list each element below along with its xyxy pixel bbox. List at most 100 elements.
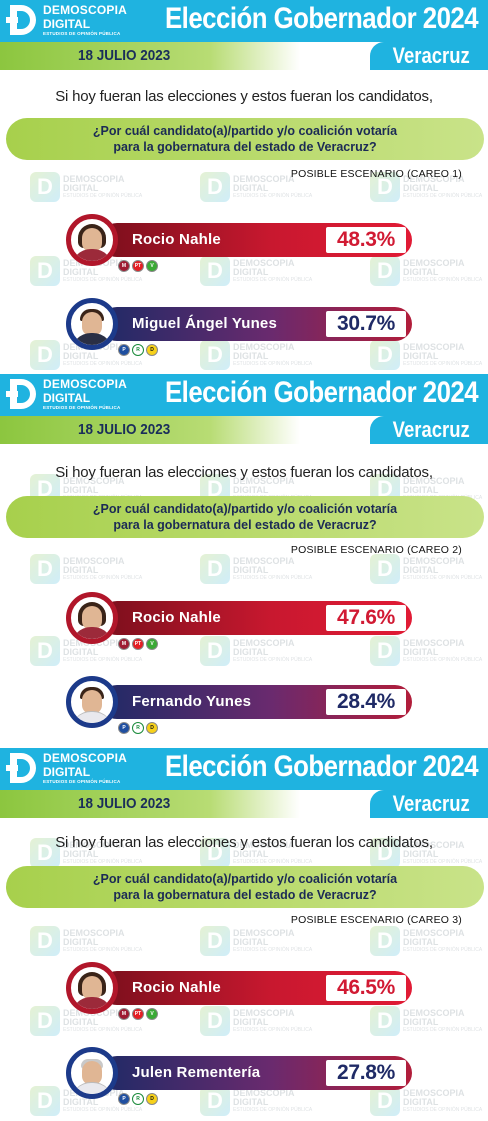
intro-text: Si hoy fueran las elecciones y estos fue… <box>55 88 433 105</box>
scenario-label: POSIBLE ESCENARIO (CAREO 1) <box>290 168 462 180</box>
brand-logo: DEMOSCOPIA DIGITAL ESTUDIOS DE OPINIÓN P… <box>6 3 127 36</box>
page-title: Elección Gobernador 2024 <box>164 2 479 35</box>
brand-tagline: ESTUDIOS DE OPINIÓN PÚBLICA <box>43 405 121 410</box>
brand-name-2: DIGITAL <box>43 765 91 779</box>
candidate-percent: 47.6% <box>336 606 396 629</box>
candidate-photo <box>66 962 118 1014</box>
question-line-2: para la gobernatura del estado de Veracr… <box>113 518 377 532</box>
brand-d-icon <box>6 752 40 784</box>
party-logos: P R D <box>118 722 158 734</box>
candidate-name: Miguel Ángel Yunes <box>132 315 278 332</box>
candidate-row: Rocio Nahle 46.5% M PT V <box>66 962 412 1020</box>
question-line-1: ¿Por cuál candidato(a)/partido y/o coali… <box>92 871 398 886</box>
page-title: Elección Gobernador 2024 <box>164 376 479 409</box>
candidate-photo <box>66 214 118 266</box>
brand-d-icon <box>6 4 40 36</box>
pri-icon: R <box>132 1093 144 1105</box>
pan-icon: P <box>118 344 130 356</box>
morena-icon: M <box>118 260 130 272</box>
prd-icon: D <box>146 344 158 356</box>
pvem-icon: V <box>146 1008 158 1020</box>
candidate-photo <box>66 676 118 728</box>
morena-icon: M <box>118 1008 130 1020</box>
candidate-name: Rocio Nahle <box>132 609 221 626</box>
page-title: Elección Gobernador 2024 <box>164 750 479 783</box>
candidate-photo <box>66 1047 118 1099</box>
candidate-bar: Rocio Nahle 47.6% <box>100 601 412 635</box>
party-logos: M PT V <box>118 1008 158 1020</box>
candidate-percent: 30.7% <box>336 312 396 335</box>
brand-logo: DEMOSCOPIA DIGITAL ESTUDIOS DE OPINIÓN P… <box>6 751 127 784</box>
brand-name-1: DEMOSCOPIA <box>43 751 128 765</box>
question-line-1: ¿Por cuál candidato(a)/partido y/o coali… <box>92 501 398 516</box>
scenario-label: POSIBLE ESCENARIO (CAREO 3) <box>290 914 462 926</box>
pt-icon: PT <box>132 638 144 650</box>
candidate-bar: Rocio Nahle 46.5% <box>100 971 412 1005</box>
party-logos: P R D <box>118 344 158 356</box>
brand-name-2: DIGITAL <box>43 17 91 31</box>
party-logos: P R D <box>118 1093 158 1105</box>
candidate-bar: Fernando Yunes 28.4% <box>100 685 412 719</box>
candidate-row: Rocio Nahle 48.3% M PT V <box>66 214 412 272</box>
candidate-bar: Julen Rementería 27.8% <box>100 1056 412 1090</box>
intro-text: Si hoy fueran las elecciones y estos fue… <box>55 464 433 481</box>
pri-icon: R <box>132 344 144 356</box>
state-name: Veracruz <box>392 43 470 68</box>
candidate-photo <box>66 298 118 350</box>
brand-logo: DEMOSCOPIA DIGITAL ESTUDIOS DE OPINIÓN P… <box>6 377 127 410</box>
candidate-row: Rocio Nahle 47.6% M PT V <box>66 592 412 650</box>
pt-icon: PT <box>132 1008 144 1020</box>
prd-icon: D <box>146 1093 158 1105</box>
header-bar: DEMOSCOPIA DIGITAL ESTUDIOS DE OPINIÓN P… <box>0 374 488 416</box>
question-line-1: ¿Por cuál candidato(a)/partido y/o coali… <box>92 123 398 138</box>
brand-d-icon <box>6 378 40 410</box>
candidate-percent: 28.4% <box>336 690 396 713</box>
candidate-name: Julen Rementería <box>132 1064 261 1081</box>
brand-name-1: DEMOSCOPIA <box>43 377 128 391</box>
candidate-row: Miguel Ángel Yunes 30.7% P R D <box>66 298 412 356</box>
morena-icon: M <box>118 638 130 650</box>
state-name: Veracruz <box>392 417 470 442</box>
poll-panel-1: D DEMOSCOPIA DIGITAL ESTUDIOS DE OPINIÓN PÚ… <box>0 0 488 372</box>
candidate-name: Rocio Nahle <box>132 231 221 248</box>
survey-date: 18 JULIO 2023 <box>78 47 171 64</box>
date-bar: 18 JULIO 2023 Veracruz <box>0 416 488 444</box>
pan-icon: P <box>118 722 130 734</box>
header-bar: DEMOSCOPIA DIGITAL ESTUDIOS DE OPINIÓN P… <box>0 0 488 42</box>
survey-date: 18 JULIO 2023 <box>78 421 171 438</box>
candidate-percent: 46.5% <box>336 976 396 999</box>
date-bar: 18 JULIO 2023 Veracruz <box>0 790 488 818</box>
candidate-name: Rocio Nahle <box>132 979 221 996</box>
brand-name-1: DEMOSCOPIA <box>43 3 128 17</box>
pri-icon: R <box>132 722 144 734</box>
poll-panel-3: D DEMOSCOPIA DIGITAL ESTUDIOS DE OPINIÓN PÚ… <box>0 748 488 1121</box>
question-line-2: para la gobernatura del estado de Veracr… <box>113 140 377 154</box>
candidate-percent: 27.8% <box>336 1061 396 1084</box>
survey-date: 18 JULIO 2023 <box>78 795 171 812</box>
brand-name-2: DIGITAL <box>43 391 91 405</box>
header-bar: DEMOSCOPIA DIGITAL ESTUDIOS DE OPINIÓN P… <box>0 748 488 790</box>
date-bar: 18 JULIO 2023 Veracruz <box>0 42 488 70</box>
pt-icon: PT <box>132 260 144 272</box>
candidate-row: Julen Rementería 27.8% P R D <box>66 1047 412 1105</box>
intro-text: Si hoy fueran las elecciones y estos fue… <box>55 834 433 851</box>
scenario-label: POSIBLE ESCENARIO (CAREO 2) <box>290 544 462 556</box>
candidate-percent: 48.3% <box>336 228 396 251</box>
candidate-name: Fernando Yunes <box>132 693 252 710</box>
question-line-2: para la gobernatura del estado de Veracr… <box>113 888 377 902</box>
pvem-icon: V <box>146 638 158 650</box>
state-name: Veracruz <box>392 791 470 816</box>
party-logos: M PT V <box>118 638 158 650</box>
question-box: ¿Por cuál candidato(a)/partido y/o coali… <box>6 496 484 538</box>
party-logos: M PT V <box>118 260 158 272</box>
brand-tagline: ESTUDIOS DE OPINIÓN PÚBLICA <box>43 779 121 784</box>
candidate-row: Fernando Yunes 28.4% P R D <box>66 676 412 734</box>
